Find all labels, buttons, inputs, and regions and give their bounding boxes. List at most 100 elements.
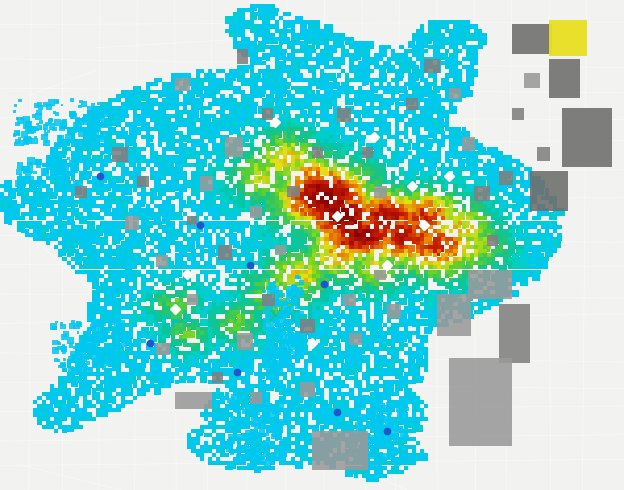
Bar [462,286,466,290]
Bar [279,65,283,70]
Bar [432,270,437,273]
Bar [137,119,142,122]
Bar [217,233,220,237]
Bar [79,364,83,368]
Bar [504,241,507,245]
Bar [254,457,258,462]
Bar [275,208,279,212]
Bar [204,135,208,139]
Bar [125,253,129,257]
Bar [383,49,387,53]
Bar [105,347,112,354]
Bar [316,449,320,453]
Bar [470,290,474,294]
Bar [279,407,282,410]
Bar [507,212,512,217]
Bar [449,212,454,217]
Bar [474,270,479,273]
Bar [374,364,379,368]
Bar [362,469,366,474]
Bar [391,433,395,437]
Bar [217,249,224,256]
Bar [320,70,324,74]
Bar [268,294,271,299]
Bar [100,220,104,224]
Bar [262,24,266,28]
Bar [204,74,208,77]
Bar [179,74,183,77]
Bar [349,204,354,208]
Bar [320,368,324,371]
Bar [324,77,329,82]
Bar [79,147,83,151]
Bar [337,90,341,94]
Bar [175,327,179,331]
Bar [299,280,304,285]
Bar [192,110,199,118]
Bar [170,351,175,355]
Bar [275,351,279,355]
Bar [482,266,487,270]
Bar [287,420,291,425]
Bar [304,371,308,376]
Bar [233,74,237,77]
Bar [399,237,404,241]
Bar [133,233,137,237]
Bar [300,382,315,397]
Bar [237,122,241,126]
Bar [250,331,254,335]
Bar [387,122,391,126]
Bar [337,74,341,77]
Bar [154,364,158,368]
Bar [329,224,333,229]
Bar [204,200,212,207]
Bar [195,143,200,147]
Bar [362,429,366,433]
Bar [183,188,187,192]
Bar [520,204,524,208]
Bar [432,86,440,93]
Bar [516,266,520,270]
Bar [333,237,340,244]
Bar [137,86,142,90]
Bar [387,462,391,466]
Bar [358,368,362,371]
Bar [404,435,409,440]
Bar [175,184,182,191]
Bar [466,290,470,294]
Bar [283,114,287,119]
Bar [412,462,416,466]
Bar [288,347,292,352]
Bar [95,298,100,302]
Bar [349,37,354,41]
Bar [250,151,254,155]
Bar [217,416,220,420]
Bar [104,261,108,266]
Bar [204,233,212,240]
Bar [329,266,333,270]
Bar [454,217,461,224]
Bar [449,200,454,204]
Bar [312,37,316,41]
Bar [287,278,295,285]
Bar [287,261,291,266]
Bar [117,204,124,212]
Bar [167,261,174,269]
Bar [162,331,170,338]
Bar [316,408,320,413]
Bar [349,266,354,270]
Bar [454,249,457,253]
Bar [158,212,162,217]
Bar [256,454,263,461]
Bar [262,364,266,368]
Bar [482,237,487,241]
Bar [407,139,412,143]
Bar [92,266,95,270]
Bar [220,290,225,294]
Bar [479,184,482,188]
Bar [250,392,262,404]
Bar [316,302,320,306]
Bar [212,102,217,106]
Bar [241,466,245,469]
Bar [47,99,54,106]
